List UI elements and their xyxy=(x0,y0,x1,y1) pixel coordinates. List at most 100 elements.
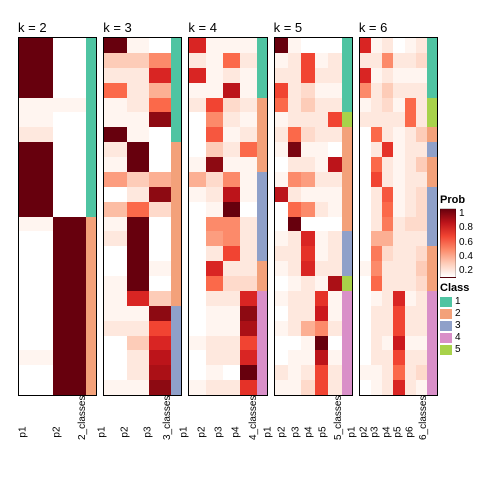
heat-cell xyxy=(223,38,240,53)
heat-cell xyxy=(223,187,240,202)
heat-cell xyxy=(127,336,149,351)
heat-cell xyxy=(189,83,206,98)
heat-cell xyxy=(315,38,328,53)
heat-column xyxy=(275,38,288,395)
heat-cell xyxy=(275,336,288,351)
heat-cell xyxy=(104,98,126,113)
x-labels: p1p22_classes xyxy=(18,396,97,450)
heat-column xyxy=(189,38,206,395)
swatch-label: 1 xyxy=(455,296,461,307)
heat-cell xyxy=(240,306,257,321)
heat-cell xyxy=(328,112,341,127)
class-bar xyxy=(257,38,267,395)
heat-cell xyxy=(19,291,53,306)
heat-cell xyxy=(104,276,126,291)
heat-cell xyxy=(371,276,382,291)
heat-cell xyxy=(223,157,240,172)
heat-cell xyxy=(382,187,393,202)
heat-cell xyxy=(127,350,149,365)
heat-cell xyxy=(223,336,240,351)
heat-cell xyxy=(149,306,171,321)
heat-cell xyxy=(240,231,257,246)
class-seg xyxy=(257,217,267,232)
heat-cell xyxy=(240,83,257,98)
heat-cell xyxy=(328,380,341,395)
swatch-box xyxy=(440,321,452,331)
heat-cell xyxy=(19,336,53,351)
class-seg xyxy=(257,142,267,157)
heat-cell xyxy=(189,306,206,321)
heat-cell xyxy=(240,321,257,336)
class-seg xyxy=(257,231,267,246)
heat-cell xyxy=(19,112,53,127)
heat-cell xyxy=(405,157,416,172)
heat-column xyxy=(405,38,416,395)
heat-cell xyxy=(405,187,416,202)
heat-cell xyxy=(301,127,314,142)
heat-cell xyxy=(405,127,416,142)
heat-cell xyxy=(19,127,53,142)
heat-cell xyxy=(360,350,371,365)
heat-cell xyxy=(360,336,371,351)
heat-cell xyxy=(301,380,314,395)
heat-cell xyxy=(240,38,257,53)
heat-cell xyxy=(206,142,223,157)
heat-cell xyxy=(405,321,416,336)
heat-column xyxy=(53,38,87,395)
heat-cell xyxy=(19,53,53,68)
heat-cell xyxy=(149,291,171,306)
heat-cell xyxy=(149,217,171,232)
heat-cell xyxy=(149,53,171,68)
class-bar xyxy=(342,38,352,395)
heat-cell xyxy=(275,246,288,261)
heat-cell xyxy=(371,261,382,276)
heat-cell xyxy=(416,246,427,261)
swatch-label: 4 xyxy=(455,332,461,343)
heat-cell xyxy=(393,246,404,261)
heat-cell xyxy=(53,83,87,98)
heat-cell xyxy=(189,321,206,336)
panel-body xyxy=(18,37,97,396)
heat-cell xyxy=(315,127,328,142)
class-seg xyxy=(86,53,96,68)
class-seg xyxy=(171,98,181,113)
heat-column xyxy=(371,38,382,395)
heat-cell xyxy=(301,157,314,172)
heat-cell xyxy=(104,246,126,261)
heat-cell xyxy=(393,350,404,365)
heat-cell xyxy=(127,127,149,142)
heat-cell xyxy=(328,261,341,276)
heat-column xyxy=(149,38,171,395)
heat-cell xyxy=(288,231,301,246)
heat-cell xyxy=(189,365,206,380)
heat-cell xyxy=(371,187,382,202)
heat-column xyxy=(301,38,314,395)
heat-cell xyxy=(127,172,149,187)
heat-cell xyxy=(19,306,53,321)
heat-cell xyxy=(360,291,371,306)
heat-cell xyxy=(315,83,328,98)
heat-cell xyxy=(127,246,149,261)
heat-cell xyxy=(360,217,371,232)
heat-cell xyxy=(104,261,126,276)
heat-cell xyxy=(328,276,341,291)
heat-cell xyxy=(315,217,328,232)
heat-cell xyxy=(189,187,206,202)
heat-cell xyxy=(127,83,149,98)
heat-cell xyxy=(206,231,223,246)
heat-cell xyxy=(53,98,87,113)
heat-cell xyxy=(393,53,404,68)
heat-cell xyxy=(240,172,257,187)
heat-cell xyxy=(328,172,341,187)
heat-cell xyxy=(275,217,288,232)
class-seg xyxy=(427,365,437,380)
heat-cell xyxy=(405,291,416,306)
class-seg xyxy=(342,142,352,157)
heat-cell xyxy=(223,380,240,395)
heat-cell xyxy=(328,246,341,261)
class-seg xyxy=(86,68,96,83)
heat-cell xyxy=(223,68,240,83)
heat-cell xyxy=(149,202,171,217)
class-seg xyxy=(171,261,181,276)
class-seg xyxy=(257,321,267,336)
